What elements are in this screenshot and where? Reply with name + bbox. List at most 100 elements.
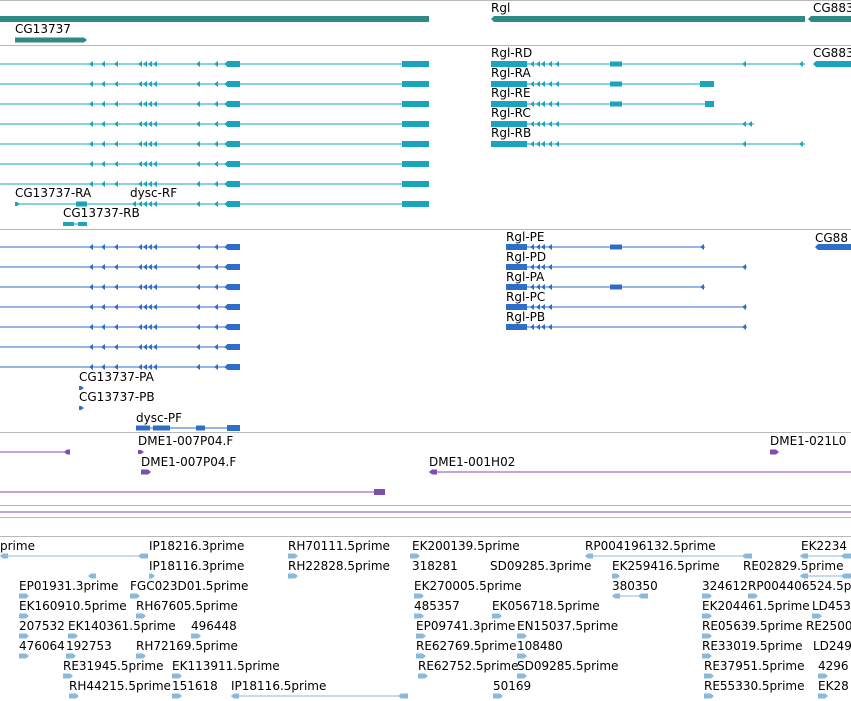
est-block: [191, 633, 201, 639]
est-label[interactable]: SD09285.3prime: [490, 559, 592, 573]
transcript-label[interactable]: CG883: [813, 46, 851, 60]
est-label[interactable]: RP004196132.5prime: [585, 539, 716, 553]
clone-label[interactable]: DME1-007P04.F: [141, 455, 237, 469]
est-label[interactable]: 485357: [414, 599, 460, 613]
est-label[interactable]: EP09741.3prime: [416, 619, 516, 633]
est-label[interactable]: EK113911.5prime: [172, 659, 280, 673]
chevron-left-icon: [101, 61, 105, 67]
est-label[interactable]: RE31945.5prime: [63, 659, 164, 673]
chevron-left-icon: [530, 101, 534, 107]
est-label[interactable]: EK200139.5prime: [412, 539, 520, 553]
est-label[interactable]: RE2500: [806, 619, 851, 633]
est-label[interactable]: EK140361.5prime: [68, 619, 176, 633]
protein-label[interactable]: Rgl-PC: [506, 290, 546, 304]
chevron-left-icon: [143, 324, 147, 330]
est-label[interactable]: RE02829.5prime: [743, 559, 844, 573]
est-label[interactable]: RP004406524.5p: [748, 579, 851, 593]
est-label[interactable]: IP18216.3prime: [149, 539, 245, 553]
est-block: [704, 693, 714, 699]
protein-label[interactable]: CG88: [815, 231, 848, 245]
chevron-left-icon: [548, 81, 552, 87]
est-label[interactable]: prime: [0, 539, 35, 553]
est-label[interactable]: 324612: [702, 579, 748, 593]
chevron-left-icon: [143, 201, 147, 207]
est-label[interactable]: 380350: [612, 579, 658, 593]
est-label[interactable]: EK204461.5prime: [702, 599, 810, 613]
protein-label[interactable]: Rgl-PA: [506, 270, 545, 284]
est-label[interactable]: FGC023D01.5prime: [130, 579, 249, 593]
est-label[interactable]: SD09285.5prime: [517, 659, 619, 673]
chevron-left-icon: [214, 141, 218, 147]
protein-label[interactable]: Rgl-PE: [506, 230, 545, 244]
est-label[interactable]: EP01931.3prime: [19, 579, 119, 593]
chevron-left-icon: [114, 81, 118, 87]
chevron-left-icon: [555, 101, 559, 107]
est-label[interactable]: RH22828.5prime: [288, 559, 390, 573]
protein-label[interactable]: CG13737-PA: [79, 370, 154, 384]
est-label[interactable]: EN15037.5prime: [517, 619, 619, 633]
separator-clones-2: [0, 517, 851, 518]
protein-label[interactable]: CG13737-PB: [79, 390, 155, 404]
est-label[interactable]: RH44215.5prime: [69, 679, 171, 693]
est-label[interactable]: IP18116.5prime: [231, 679, 327, 693]
transcript-label[interactable]: dysc-RF: [130, 186, 178, 200]
protein-label[interactable]: Rgl-PB: [506, 310, 546, 324]
est-label[interactable]: LD249: [813, 639, 851, 653]
est-block: [416, 653, 426, 659]
est-label[interactable]: RE62752.5prime: [418, 659, 519, 673]
chevron-left-icon: [114, 324, 118, 330]
est-label[interactable]: RH67605.5prime: [136, 599, 238, 613]
gene-label[interactable]: CG13737: [15, 22, 71, 36]
chevron-left-icon: [196, 101, 200, 107]
exon-block: [610, 81, 622, 87]
est-label[interactable]: RE05639.5prime: [702, 619, 803, 633]
transcript-label[interactable]: CG13737-RA: [15, 186, 92, 200]
chevron-left-icon: [214, 344, 218, 350]
transcript-label[interactable]: Rgl-RA: [491, 66, 531, 80]
est-label[interactable]: RE33019.5prime: [702, 639, 803, 653]
transcript-label[interactable]: Rgl-RB: [491, 126, 532, 140]
est-label[interactable]: EK270005.5prime: [414, 579, 522, 593]
chevron-left-icon: [541, 121, 545, 127]
est-label[interactable]: 318281: [412, 559, 458, 573]
est-label[interactable]: 476064: [19, 639, 65, 653]
est-label[interactable]: IP18116.3prime: [149, 559, 245, 573]
est-label[interactable]: 151618: [172, 679, 218, 693]
chevron-left-icon: [89, 244, 93, 250]
est-label[interactable]: 192753: [66, 639, 112, 653]
est-block: [812, 613, 822, 619]
transcript-label[interactable]: Rgl-RC: [491, 106, 531, 120]
est-label[interactable]: EK160910.5prime: [19, 599, 127, 613]
est-label[interactable]: 207532: [19, 619, 65, 633]
est-label[interactable]: RE37951.5prime: [704, 659, 805, 673]
est-label[interactable]: RE62769.5prime: [416, 639, 517, 653]
est-label[interactable]: RE55330.5prime: [704, 679, 805, 693]
est-label[interactable]: 4296: [818, 659, 849, 673]
gene-label[interactable]: Rgl: [491, 1, 511, 15]
est-label[interactable]: 108480: [517, 639, 563, 653]
transcript-label[interactable]: Rgl-RD: [491, 46, 533, 60]
est-block: [288, 573, 298, 579]
est-label[interactable]: EK056718.5prime: [492, 599, 600, 613]
protein-label[interactable]: Rgl-PD: [506, 250, 547, 264]
est-label[interactable]: RH72169.5prime: [136, 639, 238, 653]
chevron-left-icon: [548, 324, 552, 330]
clone-label[interactable]: DME1-001H02: [429, 455, 516, 469]
est-label[interactable]: EK28: [818, 679, 849, 693]
transcript-label[interactable]: CG13737-RB: [63, 206, 140, 220]
gene-bar: [491, 16, 805, 22]
est-label[interactable]: EK259416.5prime: [612, 559, 720, 573]
est-label[interactable]: EK2234: [801, 539, 847, 553]
est-label[interactable]: 50169: [493, 679, 532, 693]
clone-label[interactable]: DME1-021L0: [770, 434, 847, 448]
exon-block: [227, 324, 240, 330]
est-label[interactable]: RH70111.5prime: [288, 539, 390, 553]
protein-label[interactable]: dysc-PF: [136, 411, 183, 425]
clone-label[interactable]: DME1-007P04.F: [138, 434, 234, 448]
est-label[interactable]: 496448: [191, 619, 237, 633]
clone-end: [64, 449, 70, 455]
gene-label[interactable]: CG883: [813, 1, 851, 15]
exon-block: [136, 425, 150, 431]
est-label[interactable]: LD453: [812, 599, 851, 613]
transcript-label[interactable]: Rgl-RE: [491, 86, 531, 100]
